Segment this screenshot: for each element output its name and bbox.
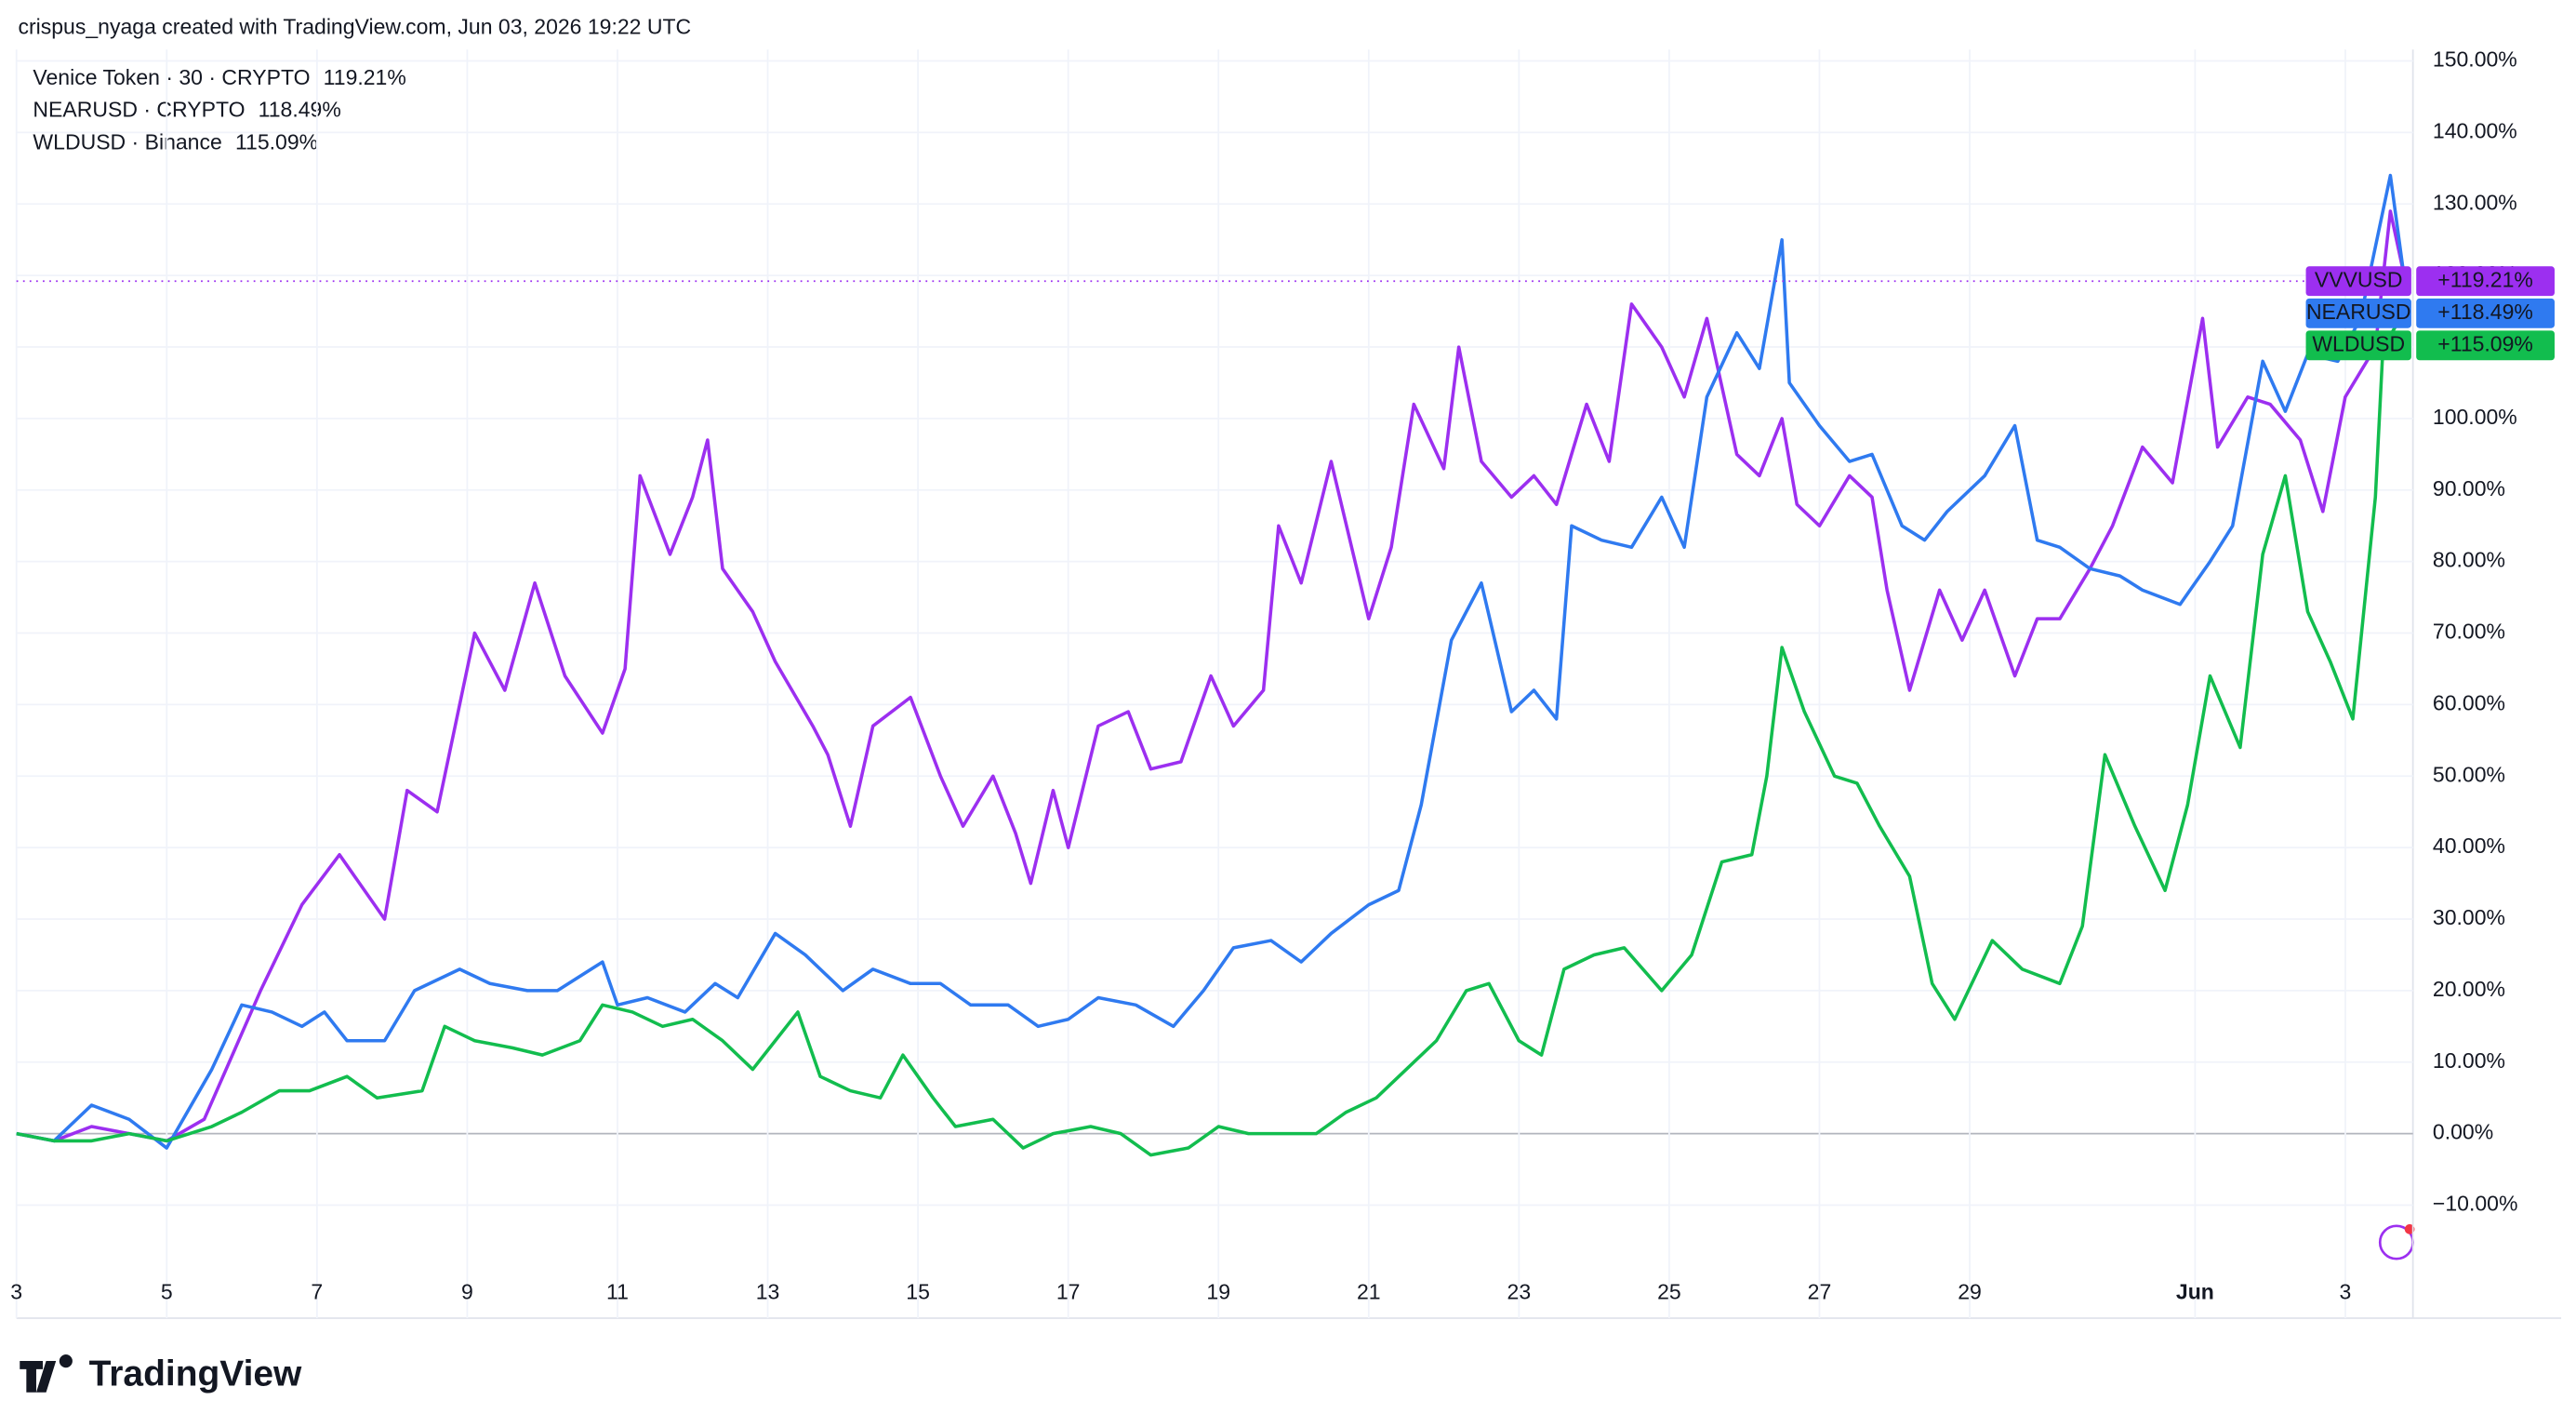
x-tick-label: 21 [1357,1280,1381,1304]
y-tick-label: 10.00% [2433,1048,2505,1073]
y-tick-label: 70.00% [2433,620,2505,644]
badge-value: +119.21% [2437,267,2533,291]
legend-value: 119.21% [324,65,406,89]
x-tick-label: 17 [1056,1280,1081,1304]
y-tick-label: 60.00% [2433,690,2505,714]
header-text: crispus_nyaga created with TradingView.c… [18,14,691,38]
logo-text: TradingView [89,1354,302,1394]
badge-symbol-bg [2305,298,2411,328]
badge-value-bg [2416,330,2555,361]
legend-value: 115.09% [235,129,318,153]
x-tick-label: 9 [461,1280,473,1304]
x-tick-label: 5 [161,1280,173,1304]
logo: TradingView [20,1354,302,1394]
series-line [16,209,2408,1143]
price-badge: VVVUSD +119.21% [2305,266,2555,297]
logo-icon [20,1354,73,1393]
badge-value: +118.49% [2437,300,2533,324]
x-tick-label: 15 [906,1280,930,1304]
badge-symbol: NEARUSD [2306,300,2411,324]
x-tick-label: 23 [1507,1280,1532,1304]
legend-value: 118.49% [259,98,341,122]
y-tick-label: 90.00% [2433,476,2505,500]
badge-value: +115.09% [2437,331,2533,355]
legend: Venice Token · 30 · CRYPTO 119.21% NEARUSD… [33,65,405,153]
x-tick-label: 11 [606,1280,629,1304]
price-badge: WLDUSD +115.09% [2305,330,2555,361]
x-tick-label: 3 [2340,1280,2352,1304]
badge-symbol: WLDUSD [2312,331,2405,355]
y-tick-label: 20.00% [2433,977,2505,1001]
badge-symbol-bg [2305,266,2411,297]
legend-name: NEARUSD · CRYPTO [33,98,245,122]
x-tick-label: 29 [1958,1280,1982,1304]
series-line [16,310,2408,1157]
x-tick-label: 19 [1206,1280,1230,1304]
badge-value-bg [2416,266,2555,297]
y-tick-label: 140.00% [2433,118,2517,142]
badge-symbol: VVVUSD [2315,267,2403,291]
y-tick-label: 50.00% [2433,762,2505,786]
series-line [16,173,2408,1150]
legend-name: WLDUSD · Binance [33,129,221,153]
badge-symbol-bg [2305,330,2411,361]
x-tick-label: 25 [1657,1280,1681,1304]
y-tick-label: 100.00% [2433,405,2517,429]
x-tick-label: 7 [311,1280,323,1304]
x-tick-label: 27 [1808,1280,1832,1304]
x-tick-label: 3 [10,1280,22,1304]
x-tick-label: 13 [756,1280,780,1304]
y-tick-label: 80.00% [2433,548,2505,572]
y-tick-label: 40.00% [2433,834,2505,858]
alert-icon [2378,1224,2415,1260]
y-tick-label: 0.00% [2433,1120,2493,1144]
y-tick-label: 150.00% [2433,47,2517,72]
legend-name: Venice Token · 30 · CRYPTO [33,65,310,89]
y-tick-label: 130.00% [2433,190,2517,214]
y-tick-label: 30.00% [2433,905,2505,929]
y-tick-label: −10.00% [2433,1192,2518,1216]
x-tick-label: Jun [2176,1280,2214,1304]
price-badge: NEARUSD +118.49% [2305,298,2555,328]
alert-dot [2404,1224,2415,1234]
badge-value-bg [2416,298,2555,328]
